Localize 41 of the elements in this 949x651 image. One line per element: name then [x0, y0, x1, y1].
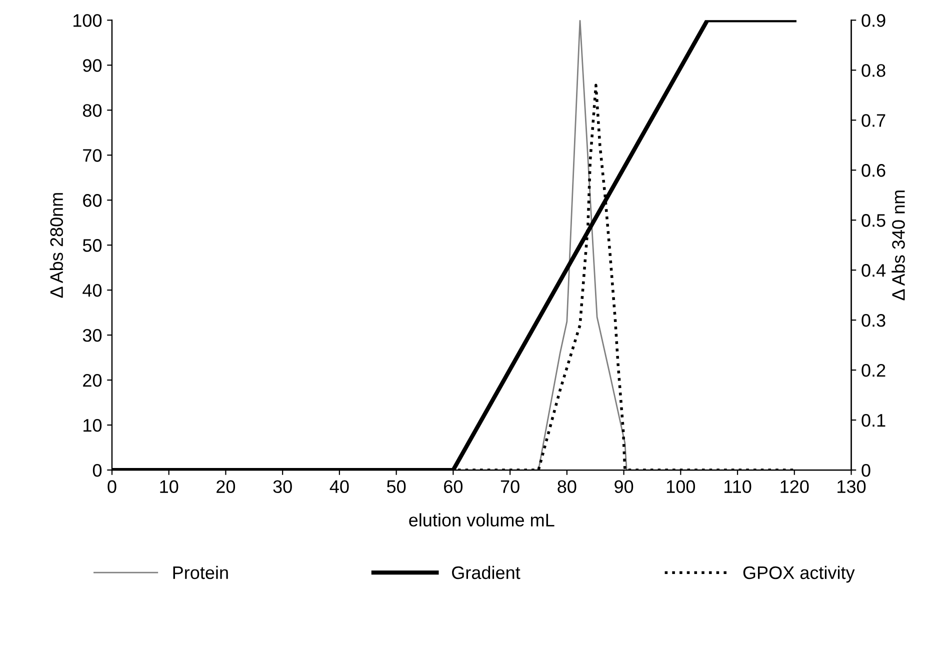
x-tick-label: 20 — [216, 480, 236, 494]
y-tick-label: 50 — [82, 239, 102, 252]
y2-tick-label: 0.4 — [862, 264, 886, 277]
y2-axis-title: Δ Abs 340 nm — [892, 190, 905, 300]
x-tick-label: 120 — [780, 480, 809, 494]
legend-label: GPOX activity — [743, 566, 855, 583]
legend-label: Protein — [173, 566, 228, 580]
y-tick-label: 10 — [84, 418, 102, 432]
y-tick-label: 70 — [83, 149, 102, 162]
x-tick-label: 90 — [614, 480, 634, 494]
y-tick-label: 40 — [82, 284, 102, 297]
y2-tick-label: 0.5 — [862, 214, 886, 227]
y2-tick-label: 0.2 — [862, 364, 886, 377]
y-tick-label: 20 — [83, 374, 102, 387]
x-axis-title: elution volume mL — [409, 513, 554, 527]
legend-label: Gradient — [452, 566, 520, 580]
y2-tick-label: 0.1 — [862, 414, 886, 427]
y2-tick-label: 0.3 — [862, 314, 886, 327]
y2-tick-label: 0.9 — [862, 14, 886, 27]
x-tick-label: 0 — [108, 480, 116, 494]
x-tick-label: 100 — [666, 480, 696, 494]
y-tick-label: 30 — [82, 329, 102, 342]
y2-tick-label: 0.8 — [862, 64, 886, 77]
x-tick-label: 30 — [273, 480, 292, 494]
x-tick-label: 10 — [160, 480, 178, 494]
y-tick-label: 0 — [92, 464, 102, 477]
y-tick-label: 100 — [74, 14, 102, 27]
x-tick-label: 60 — [444, 480, 463, 494]
y-tick-label: 90 — [83, 59, 102, 72]
x-tick-label: 80 — [558, 480, 576, 494]
y-axis-title: Δ Abs 280nm — [50, 193, 64, 298]
y2-tick-label: 0.7 — [862, 114, 886, 127]
x-tick-label: 110 — [724, 480, 752, 494]
y-tick-label: 80 — [82, 104, 102, 117]
y2-tick-label: 0 — [862, 464, 870, 477]
y2-tick-label: 0.6 — [862, 164, 886, 177]
x-tick-label: 130 — [838, 480, 866, 494]
x-tick-label: 50 — [387, 480, 406, 494]
x-tick-label: 40 — [330, 480, 349, 494]
y-tick-label: 60 — [83, 194, 102, 207]
x-tick-label: 70 — [500, 480, 520, 494]
